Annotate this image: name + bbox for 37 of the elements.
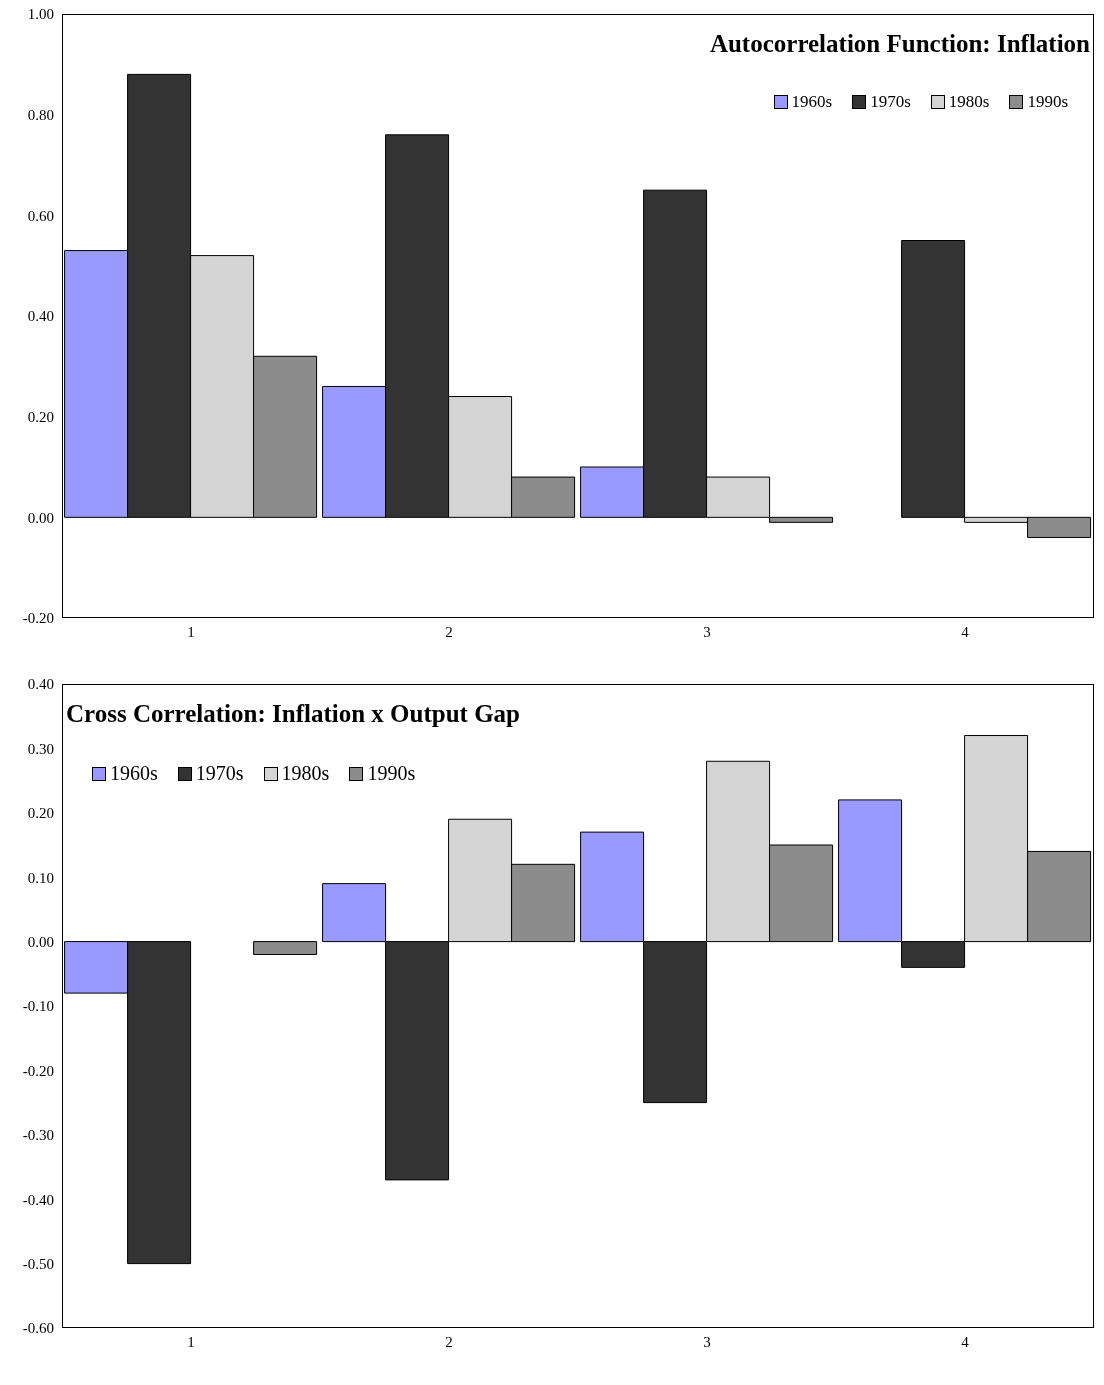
x-tick-label: 4 (961, 623, 970, 640)
bar (253, 941, 318, 955)
x-tick-label: 2 (445, 623, 453, 640)
y-tick-label: 0.20 (27, 805, 54, 822)
y-tick-label: 0.40 (27, 676, 54, 693)
y-tick-label: 0.40 (27, 308, 54, 325)
legend-label: 1960s (109, 762, 158, 785)
legend-label: 1970s (869, 92, 911, 112)
y-tick-label: 0.00 (27, 933, 54, 950)
y-tick-label: -0.50 (22, 1255, 54, 1272)
x-tick-label: 3 (703, 1333, 711, 1350)
y-tick-label: 0.30 (27, 740, 54, 757)
text: Autocorrelation Function: Inflation (709, 30, 1090, 58)
y-tick-label: 0.00 (27, 509, 54, 526)
y-tick-label: 0.10 (27, 869, 54, 886)
x-tick-label: 1 (187, 1333, 195, 1350)
y-tick-label: 0.80 (27, 106, 54, 123)
y-tick-label: 0.60 (27, 207, 54, 224)
legend-label: 1990s (366, 762, 416, 785)
y-tick-label: -0.20 (22, 610, 54, 627)
y-tick-label: 0.20 (27, 408, 54, 425)
x-tick-label: 4 (961, 1333, 970, 1350)
text: Cross Correlation: Inflation x Output Gap (66, 700, 520, 728)
y-tick-label: -0.60 (22, 1320, 54, 1337)
x-tick-label: 2 (445, 1333, 453, 1350)
legend-label: 1960s (790, 92, 833, 112)
y-tick-label: 1.00 (27, 6, 54, 23)
legend-label: 1970s (194, 762, 244, 785)
y-tick-label: -0.20 (22, 1062, 54, 1079)
y-tick-label: -0.40 (22, 1191, 54, 1208)
x-tick-label: 3 (703, 623, 711, 640)
y-tick-label: -0.30 (22, 1127, 54, 1144)
legend-label: 1980s (947, 92, 990, 112)
y-tick-label: -0.10 (22, 998, 54, 1015)
legend-label: 1990s (1026, 92, 1068, 112)
x-tick-label: 1 (187, 623, 195, 640)
legend-label: 1980s (280, 762, 330, 785)
